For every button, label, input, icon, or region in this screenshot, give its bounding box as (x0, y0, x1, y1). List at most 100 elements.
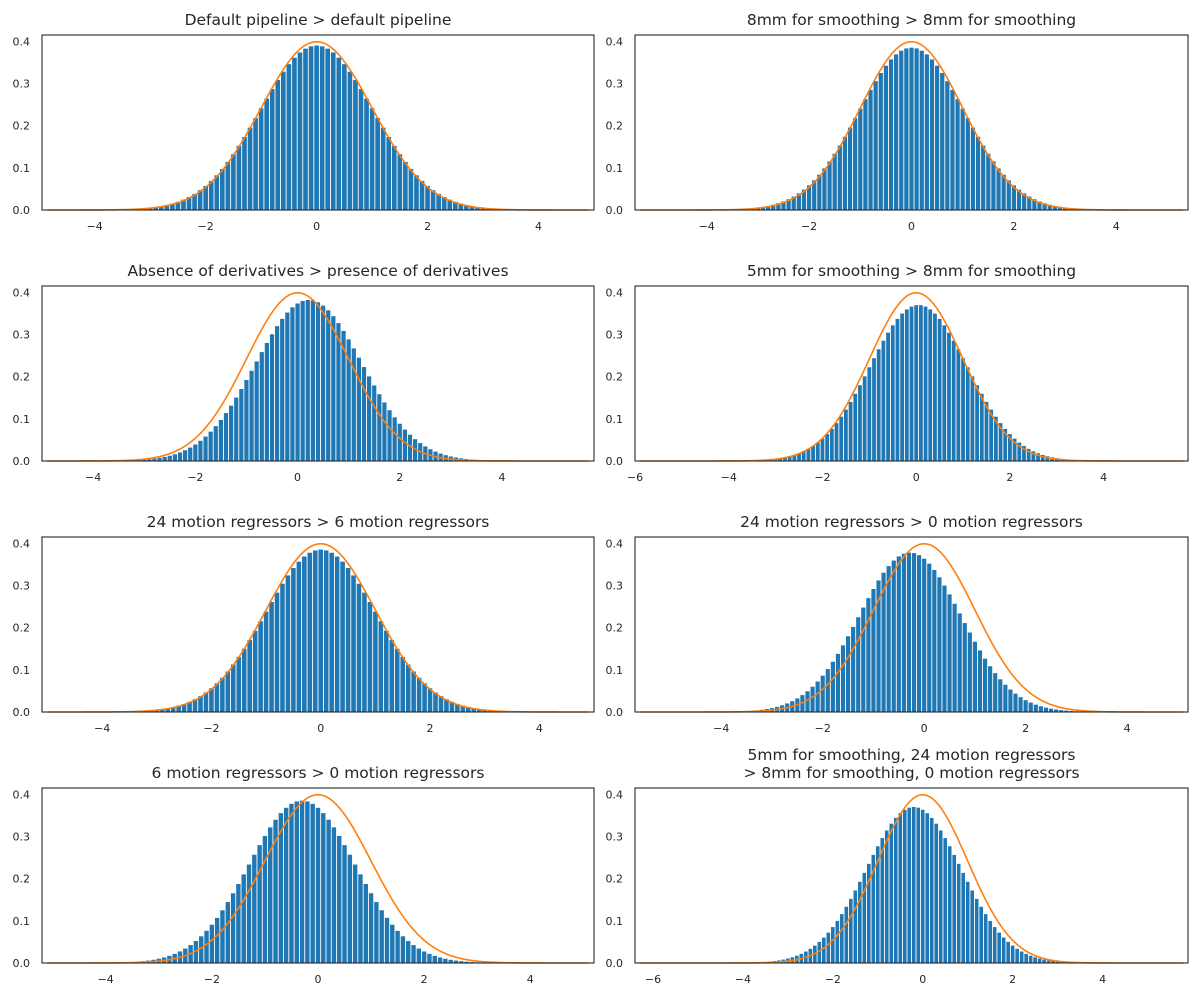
histogram-bar (894, 54, 899, 210)
histogram-bar (459, 961, 464, 963)
histogram-bar (1031, 451, 1036, 461)
histogram-bar (193, 941, 199, 963)
histogram-bar (937, 318, 942, 461)
y-tick-label: 0.3 (13, 328, 31, 341)
histogram-bar (400, 656, 405, 712)
histogram-bar (209, 924, 215, 963)
histogram-bar (453, 960, 459, 963)
y-tick-label: 0.4 (606, 286, 624, 299)
histogram-bar (962, 623, 967, 712)
x-tick-label: 4 (1100, 471, 1107, 484)
histogram-bar (1064, 710, 1069, 712)
histogram-bar (853, 393, 858, 461)
histogram-bar (988, 666, 993, 712)
histogram-bar (197, 190, 203, 210)
histogram-bar (425, 185, 430, 210)
histogram-bar (776, 203, 781, 210)
histogram-bar (241, 874, 246, 963)
histogram-bar (988, 920, 992, 963)
histogram-bar (1027, 196, 1032, 210)
histogram-bar (469, 206, 475, 210)
y-tick-label: 0.1 (606, 162, 624, 175)
x-tick-label: 2 (396, 471, 403, 484)
histogram-bar (175, 201, 181, 210)
y-tick-label: 0.3 (606, 579, 624, 592)
x-tick-label: 0 (921, 722, 928, 735)
x-tick-label: 2 (1010, 220, 1017, 233)
histogram-bar (411, 945, 416, 963)
histogram-bar (872, 358, 876, 461)
histogram-bar (342, 845, 347, 963)
histogram-bar (192, 193, 197, 210)
histogram-bars (725, 47, 1098, 211)
histogram-bar (876, 349, 881, 461)
histogram-bar (336, 57, 342, 211)
histogram-bar (218, 419, 223, 461)
histogram-bar (275, 326, 280, 461)
histogram-bar (394, 648, 400, 712)
x-tick-label: −4 (699, 220, 715, 233)
histogram-bar (796, 193, 801, 210)
histogram-bar (413, 439, 418, 461)
histogram-bar (203, 436, 208, 461)
x-tick-label: 2 (1009, 973, 1016, 986)
histogram-bar (353, 80, 358, 210)
histogram-bar (856, 617, 861, 712)
x-tick-label: 2 (1022, 722, 1029, 735)
histogram-bar (951, 340, 956, 461)
histogram-bar (861, 607, 866, 712)
panel-title: Absence of derivatives > presence of der… (127, 262, 508, 280)
histogram-bar (891, 560, 896, 712)
histogram-bar (346, 339, 351, 461)
x-tick-label: 2 (427, 722, 434, 735)
histogram-bar (331, 827, 337, 963)
histogram-bar (817, 174, 822, 210)
x-tick-label: −2 (814, 471, 830, 484)
y-tick-label: 0.4 (13, 537, 31, 550)
histogram-bar (1040, 454, 1045, 461)
histogram-bar (214, 917, 220, 963)
histogram-bar (303, 48, 308, 210)
x-tick-label: 2 (424, 220, 431, 233)
histogram-bar (392, 417, 397, 461)
histogram-bar (236, 656, 242, 712)
histogram-bar (888, 59, 894, 210)
histogram-bar (825, 434, 830, 461)
x-tick-label: 4 (1113, 220, 1120, 233)
x-tick-label: −2 (801, 220, 817, 233)
histogram-bar (220, 910, 225, 963)
y-tick-label: 0.1 (606, 664, 624, 677)
y-tick-label: 0.2 (606, 120, 624, 133)
x-tick-label: −4 (713, 722, 729, 735)
histogram-bar (252, 630, 258, 712)
histogram-bar (458, 203, 464, 210)
histogram-bar (407, 434, 413, 461)
axes-frame (634, 34, 1189, 211)
histogram-bar (466, 707, 471, 712)
histogram-bar (223, 413, 229, 461)
axes-frame (41, 34, 595, 211)
y-tick-label: 0.3 (13, 830, 31, 843)
histogram-bar (362, 592, 367, 712)
histogram-bar (397, 423, 402, 461)
panel-title: 24 motion regressors > 6 motion regresso… (147, 513, 490, 531)
histogram-bar (801, 451, 806, 461)
histogram-bar (351, 348, 356, 461)
histogram-bar (225, 902, 230, 963)
histogram-bar (831, 927, 835, 963)
x-tick-label: 0 (315, 973, 322, 986)
histogram-bar (379, 910, 384, 963)
histogram-bar (283, 807, 289, 963)
histogram-bar (419, 180, 425, 210)
histogram-bar (830, 661, 835, 712)
histogram-bar (347, 854, 353, 963)
histogram-bar (924, 54, 929, 210)
histogram-bar (321, 813, 326, 963)
histogram-panel-1: Default pipeline > default pipeline −4 −2 0… (13, 11, 595, 233)
histogram-bar (760, 206, 766, 210)
histogram-bar (259, 352, 264, 461)
histogram-bar (208, 431, 213, 461)
histogram-bar (460, 705, 466, 712)
histogram-bar (1023, 700, 1028, 712)
